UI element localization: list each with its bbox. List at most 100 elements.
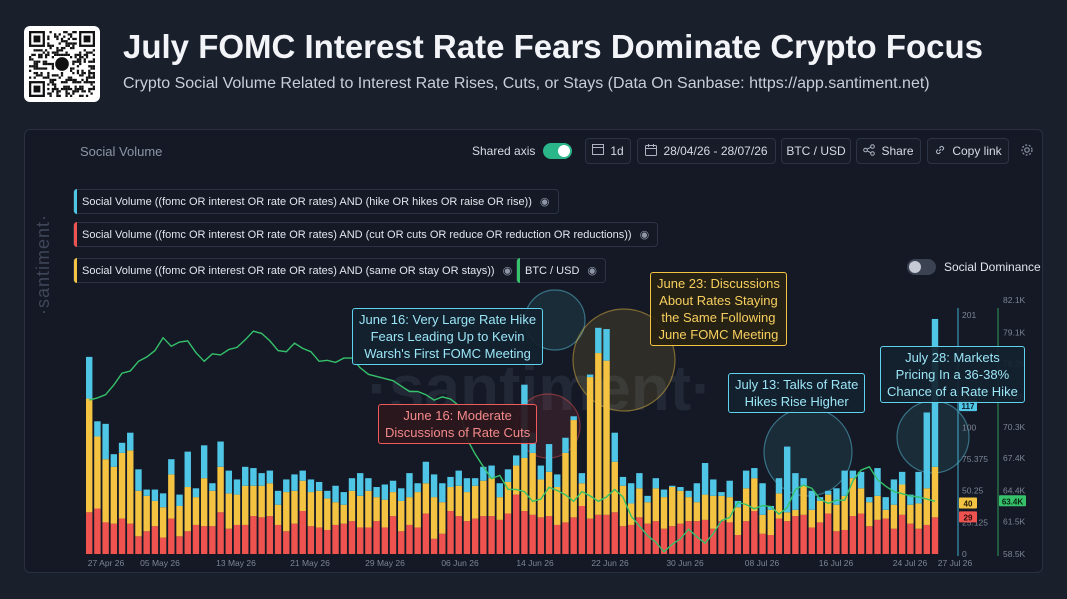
bar-stay	[406, 497, 413, 525]
bar-stay	[800, 485, 807, 515]
bar-stay	[595, 353, 602, 515]
bar-stay	[233, 494, 241, 525]
bar-cut	[816, 522, 824, 554]
x-tick-label: 16 Jul 26	[819, 558, 854, 568]
current-stay-marker: 40	[964, 499, 973, 508]
bar-stay	[143, 495, 150, 532]
bar-hike	[710, 479, 717, 496]
bar-stay	[291, 490, 298, 524]
bar-hike	[422, 461, 430, 484]
bar-hike	[102, 423, 109, 460]
social-dominance-control[interactable]: Social Dominance	[907, 259, 1041, 275]
bar-hike	[365, 478, 372, 491]
bar-hike	[554, 474, 561, 488]
current-cut-marker: 29	[964, 513, 973, 522]
bar-stay	[660, 497, 668, 529]
legend-item-btc[interactable]: BTC / USD ◉	[516, 258, 607, 283]
bar-stay	[619, 485, 627, 527]
bar-cut	[718, 521, 725, 554]
gear-icon	[1020, 143, 1034, 160]
bar-stay	[356, 495, 364, 528]
current-btc-marker-bg	[999, 495, 1026, 507]
bar-stay	[882, 509, 889, 519]
bar-cut	[849, 516, 857, 554]
bar-stay	[685, 497, 692, 522]
bar-hike	[283, 479, 290, 493]
legend-swatch-hike	[74, 189, 77, 214]
legend-item-hike[interactable]: Social Volume ((fomc OR interest OR rate…	[73, 189, 559, 214]
x-tick-label: 29 May 26	[365, 558, 405, 568]
bar-cut	[283, 531, 290, 554]
bar-cut	[833, 531, 840, 554]
bar-cut	[915, 528, 922, 554]
bar-stay	[151, 500, 159, 527]
share-button[interactable]: Share	[856, 138, 921, 164]
bar-cut	[414, 527, 421, 554]
bar-hike	[159, 493, 167, 508]
bar-stay	[422, 483, 430, 514]
bar-stay	[94, 436, 101, 509]
bar-stay	[907, 504, 914, 524]
bar-hike	[258, 473, 265, 486]
bar-stay	[439, 502, 446, 534]
bar-cut	[767, 535, 774, 554]
bar-cut	[783, 521, 791, 554]
bar-cut	[258, 517, 265, 554]
shared-axis-toggle[interactable]	[543, 143, 573, 159]
settings-button[interactable]	[1017, 138, 1037, 164]
bar-cut	[86, 512, 93, 554]
bar-cut	[143, 531, 150, 554]
bar-stay	[545, 471, 553, 517]
legend-swatch-btc	[517, 258, 520, 283]
eye-icon[interactable]: ◉	[539, 196, 550, 208]
bar-stay	[209, 490, 216, 527]
legend-label-hike: Social Volume ((fomc OR interest OR rate…	[82, 195, 532, 208]
x-tick-label: 21 May 26	[290, 558, 330, 568]
current-stay-marker-bg	[959, 497, 977, 509]
bar-cut	[554, 524, 561, 554]
date-range-button[interactable]: 28/04/26 - 28/07/26	[637, 138, 776, 164]
legend-item-stay[interactable]: Social Volume ((fomc OR interest OR rate…	[73, 258, 522, 283]
eye-icon[interactable]: ◉	[639, 229, 650, 241]
shared-axis-control[interactable]: Shared axis	[472, 138, 573, 164]
calendar-icon	[645, 143, 658, 159]
y-right-tick-label: 79.1K	[1003, 327, 1026, 337]
bar-hike	[381, 484, 389, 500]
bar-cut	[636, 517, 643, 554]
bar-hike	[324, 490, 331, 499]
bar-hike	[291, 474, 298, 491]
bar-hike	[94, 421, 101, 437]
bar-stay	[86, 398, 93, 513]
legend-swatch-cut	[74, 222, 77, 247]
bar-cut	[422, 513, 430, 554]
bar-stay	[808, 509, 816, 528]
bar-stay	[931, 466, 939, 518]
bar-cut	[890, 528, 898, 554]
bar-stay	[710, 495, 717, 529]
bar-cut	[225, 528, 233, 554]
y-left-tick-label: 201	[962, 310, 976, 320]
y-right-tick-label: 64.4K	[1003, 486, 1026, 496]
copy-link-button[interactable]: Copy link	[927, 138, 1009, 164]
bar-cut	[800, 514, 807, 554]
bar-cut	[250, 516, 257, 554]
eye-icon[interactable]: ◉	[502, 265, 513, 277]
bar-cut	[759, 533, 766, 554]
bar-stay	[430, 497, 438, 539]
bar-cut	[808, 527, 816, 554]
bar-cut	[734, 535, 742, 554]
interval-button[interactable]: 1d	[585, 138, 631, 164]
bar-cut	[496, 519, 503, 554]
bar-cut	[513, 494, 520, 554]
bar-hike	[250, 468, 257, 486]
legend-item-cut[interactable]: Social Volume ((fomc OR interest OR rate…	[73, 222, 659, 247]
social-dominance-toggle[interactable]	[907, 259, 936, 275]
eye-icon[interactable]: ◉	[587, 265, 598, 277]
y-right-tick-label: 61.5K	[1003, 517, 1026, 527]
bar-hike	[915, 471, 922, 504]
callout-july13-hike: July 13: Talks of Rate Hikes Rise Higher	[728, 373, 866, 413]
bar-cut	[242, 524, 249, 554]
bar-cut	[455, 516, 462, 554]
pair-button[interactable]: BTC / USD	[781, 138, 851, 164]
